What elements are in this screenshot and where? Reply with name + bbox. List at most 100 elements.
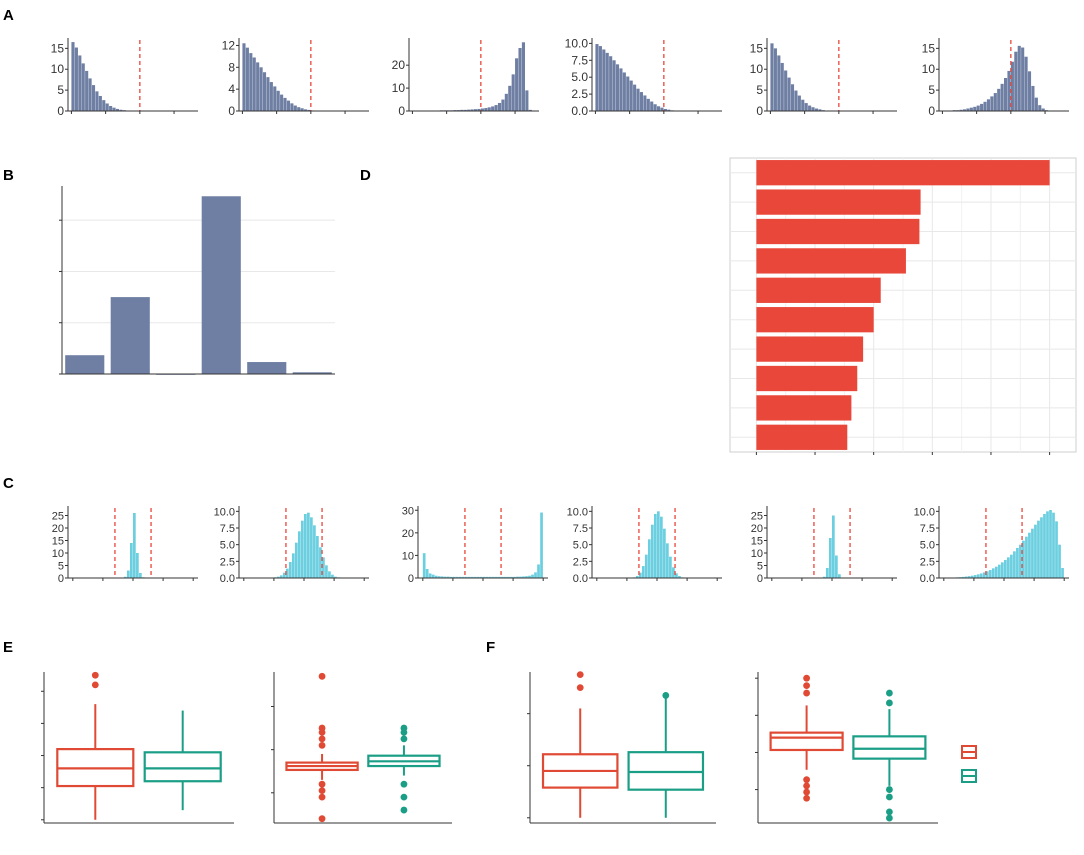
histogram-bin [304, 109, 308, 111]
y-tick-label: 10 [51, 62, 65, 76]
histogram-bin [286, 100, 291, 111]
histogram-bin [463, 109, 467, 111]
y-tick-label: 10 [52, 548, 64, 560]
histogram-bin [285, 568, 289, 578]
histogram-bin [115, 108, 120, 111]
histogram-bin [602, 49, 606, 111]
histogram-bin [319, 547, 322, 578]
histogram-bin [626, 76, 630, 111]
histogram-bin [1049, 510, 1052, 578]
histogram-bin [612, 60, 616, 111]
y-tick-label: 20 [52, 523, 64, 535]
histogram-bin [838, 574, 841, 578]
y-tick-label: 0 [928, 104, 935, 118]
histogram-bin [331, 574, 334, 578]
histogram-bin [1004, 560, 1007, 578]
outlier-point [318, 672, 326, 680]
histogram-bin [1037, 520, 1040, 578]
histogram-bin [595, 44, 599, 112]
histogram-bin [967, 576, 971, 578]
outlier-point [576, 684, 584, 692]
histogram-bin [993, 93, 997, 111]
histogram-bin [422, 553, 426, 578]
histogram-bin [773, 48, 777, 111]
histogram-bin [1007, 557, 1010, 578]
histogram-bin [1021, 47, 1025, 111]
histogram-bin [88, 78, 92, 111]
y-tick-label: 4 [228, 82, 235, 96]
histogram-bin [494, 105, 498, 111]
y-tick-label: 0.0 [920, 573, 935, 585]
bar-go-term [756, 218, 920, 245]
outlier-point [400, 806, 408, 814]
histogram-bin [962, 109, 967, 111]
y-tick-label: 20 [402, 528, 414, 540]
histogram-bin [657, 511, 660, 578]
histogram-bin [474, 109, 478, 111]
histogram-bin [980, 103, 984, 111]
histogram-bin [622, 72, 626, 111]
y-tick-label: 10 [922, 62, 936, 76]
histogram-bin [491, 106, 495, 111]
histogram-bin [126, 570, 130, 578]
histogram-bin [801, 99, 805, 111]
histogram-bin [650, 101, 654, 111]
histogram-bin [959, 109, 963, 111]
y-tick-label: 0 [756, 104, 763, 118]
panel-e-dpep1-boxplots [41, 671, 452, 824]
histogram-bin [835, 555, 838, 578]
histogram-bin [635, 576, 639, 578]
outlier-point [803, 788, 810, 796]
outlier-point [91, 671, 99, 679]
histogram-bin [770, 43, 774, 112]
histogram-bin [598, 46, 602, 112]
bar-go-term [756, 277, 881, 303]
histogram-bin [1000, 83, 1004, 111]
histogram-bin [605, 52, 609, 111]
histogram-bin [1004, 78, 1008, 111]
bar-go-term [756, 336, 864, 362]
y-tick-label: 25 [52, 511, 64, 523]
histogram-bin [1013, 551, 1016, 578]
y-tick-label: 15 [751, 536, 763, 548]
histogram-bin [672, 567, 675, 578]
y-tick-label: 5.0 [573, 540, 588, 552]
histogram-bin [519, 576, 522, 578]
bar-go-term [756, 160, 1050, 186]
histogram-bin [976, 105, 980, 111]
histogram-bin [252, 57, 256, 111]
histogram-bin [1043, 514, 1046, 578]
outlier-point [886, 814, 893, 822]
histogram-bin [660, 107, 664, 111]
panel-label-e: E [3, 639, 13, 656]
histogram-bin [307, 512, 310, 578]
y-tick-label: 5 [57, 83, 64, 97]
histogram-bin [790, 84, 795, 111]
histogram-bin [777, 55, 781, 111]
histogram-bin [259, 67, 263, 111]
histogram-bin [639, 92, 644, 111]
histogram-bin [643, 95, 647, 111]
histogram-bin [663, 108, 667, 111]
histogram-bin [1017, 45, 1021, 111]
bar-go-term [756, 424, 848, 450]
histogram-bin [666, 543, 669, 578]
histogram-bin [470, 576, 474, 578]
histogram-bin [507, 576, 510, 578]
histogram-bin [638, 572, 642, 578]
histogram-bin [290, 103, 294, 111]
histogram-bin [495, 576, 498, 578]
histogram-bin [804, 103, 808, 111]
histogram-bin [477, 108, 481, 111]
histogram-bin [650, 524, 654, 578]
y-tick-label: 0 [398, 104, 405, 118]
histogram-bin [322, 557, 325, 578]
panel-label-f: F [486, 639, 495, 656]
histogram-bin [784, 70, 788, 111]
histogram-bin [467, 109, 471, 111]
y-tick-label: 20 [392, 58, 406, 72]
histogram-bin [431, 574, 435, 578]
y-tick-label: 5 [58, 561, 64, 573]
outlier-point [803, 782, 810, 790]
